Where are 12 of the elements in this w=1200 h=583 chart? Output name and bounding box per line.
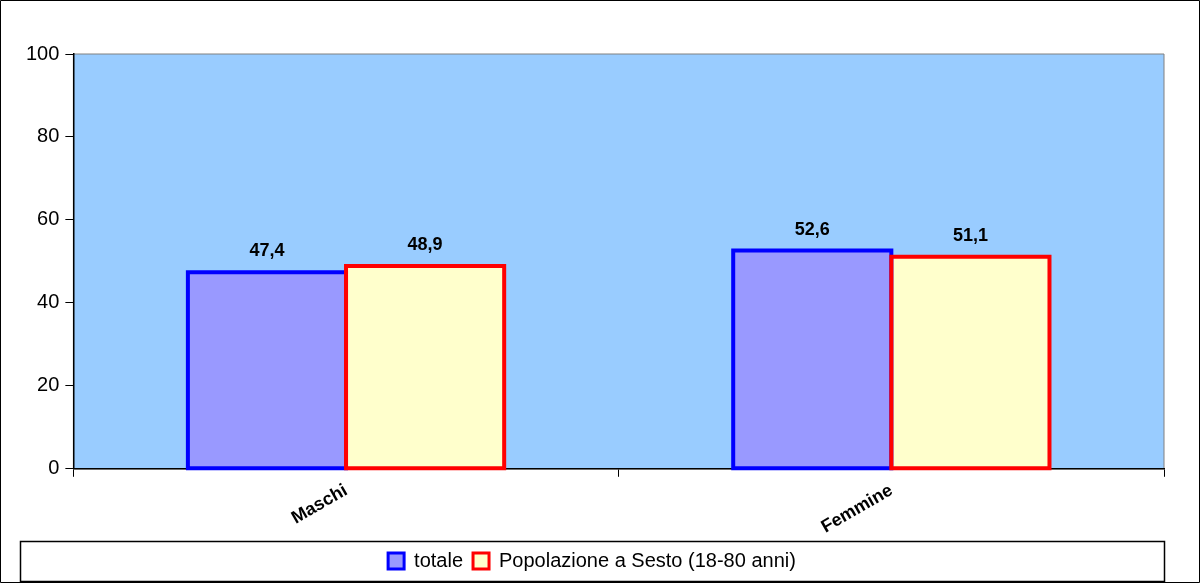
legend-label: Popolazione a Sesto (18-80 anni) bbox=[499, 548, 796, 571]
data-label: 52,6 bbox=[794, 218, 830, 239]
y-tick-label: 100 bbox=[25, 41, 60, 64]
y-tick-label: 20 bbox=[37, 373, 60, 396]
data-label: 48,9 bbox=[407, 233, 443, 254]
data-label: 51,1 bbox=[952, 224, 988, 245]
y-tick-label: 80 bbox=[37, 124, 60, 147]
y-tick-label: 0 bbox=[48, 456, 60, 479]
y-tick-label: 40 bbox=[37, 290, 60, 313]
y-tick-label: 60 bbox=[37, 207, 60, 230]
legend-label: totale bbox=[414, 548, 464, 571]
data-label: 47,4 bbox=[249, 240, 285, 261]
